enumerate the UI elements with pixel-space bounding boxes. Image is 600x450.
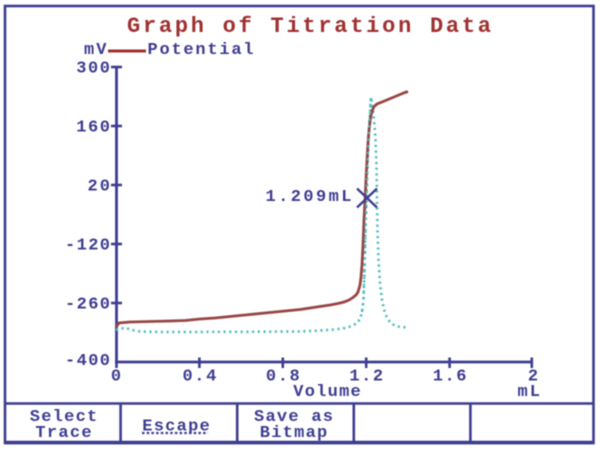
svg-text:300: 300 xyxy=(76,60,110,79)
svg-text:mV: mV xyxy=(84,41,107,60)
svg-text:Select: Select xyxy=(30,408,98,427)
svg-text:Volume: Volume xyxy=(293,383,361,402)
svg-text:-120: -120 xyxy=(65,237,110,256)
svg-text:-400: -400 xyxy=(65,352,110,371)
svg-text:20: 20 xyxy=(88,178,111,197)
svg-text:Escape: Escape xyxy=(142,418,210,437)
svg-text:Bitmap: Bitmap xyxy=(260,424,328,443)
svg-text:Trace: Trace xyxy=(35,424,91,443)
svg-text:1.6: 1.6 xyxy=(433,368,467,387)
svg-text:160: 160 xyxy=(76,119,110,138)
svg-text:Save as: Save as xyxy=(254,408,333,427)
svg-text:0.8: 0.8 xyxy=(266,368,300,387)
svg-text:1.209mL: 1.209mL xyxy=(266,188,352,207)
svg-text:Graph of Titration Data: Graph of Titration Data xyxy=(127,14,491,39)
svg-text:2: 2 xyxy=(528,368,538,387)
svg-text:0: 0 xyxy=(111,368,121,387)
svg-text:1.2: 1.2 xyxy=(349,368,383,387)
svg-text:0.4: 0.4 xyxy=(183,368,217,387)
svg-text:-260: -260 xyxy=(65,296,110,315)
svg-text:Potential: Potential xyxy=(148,41,254,60)
